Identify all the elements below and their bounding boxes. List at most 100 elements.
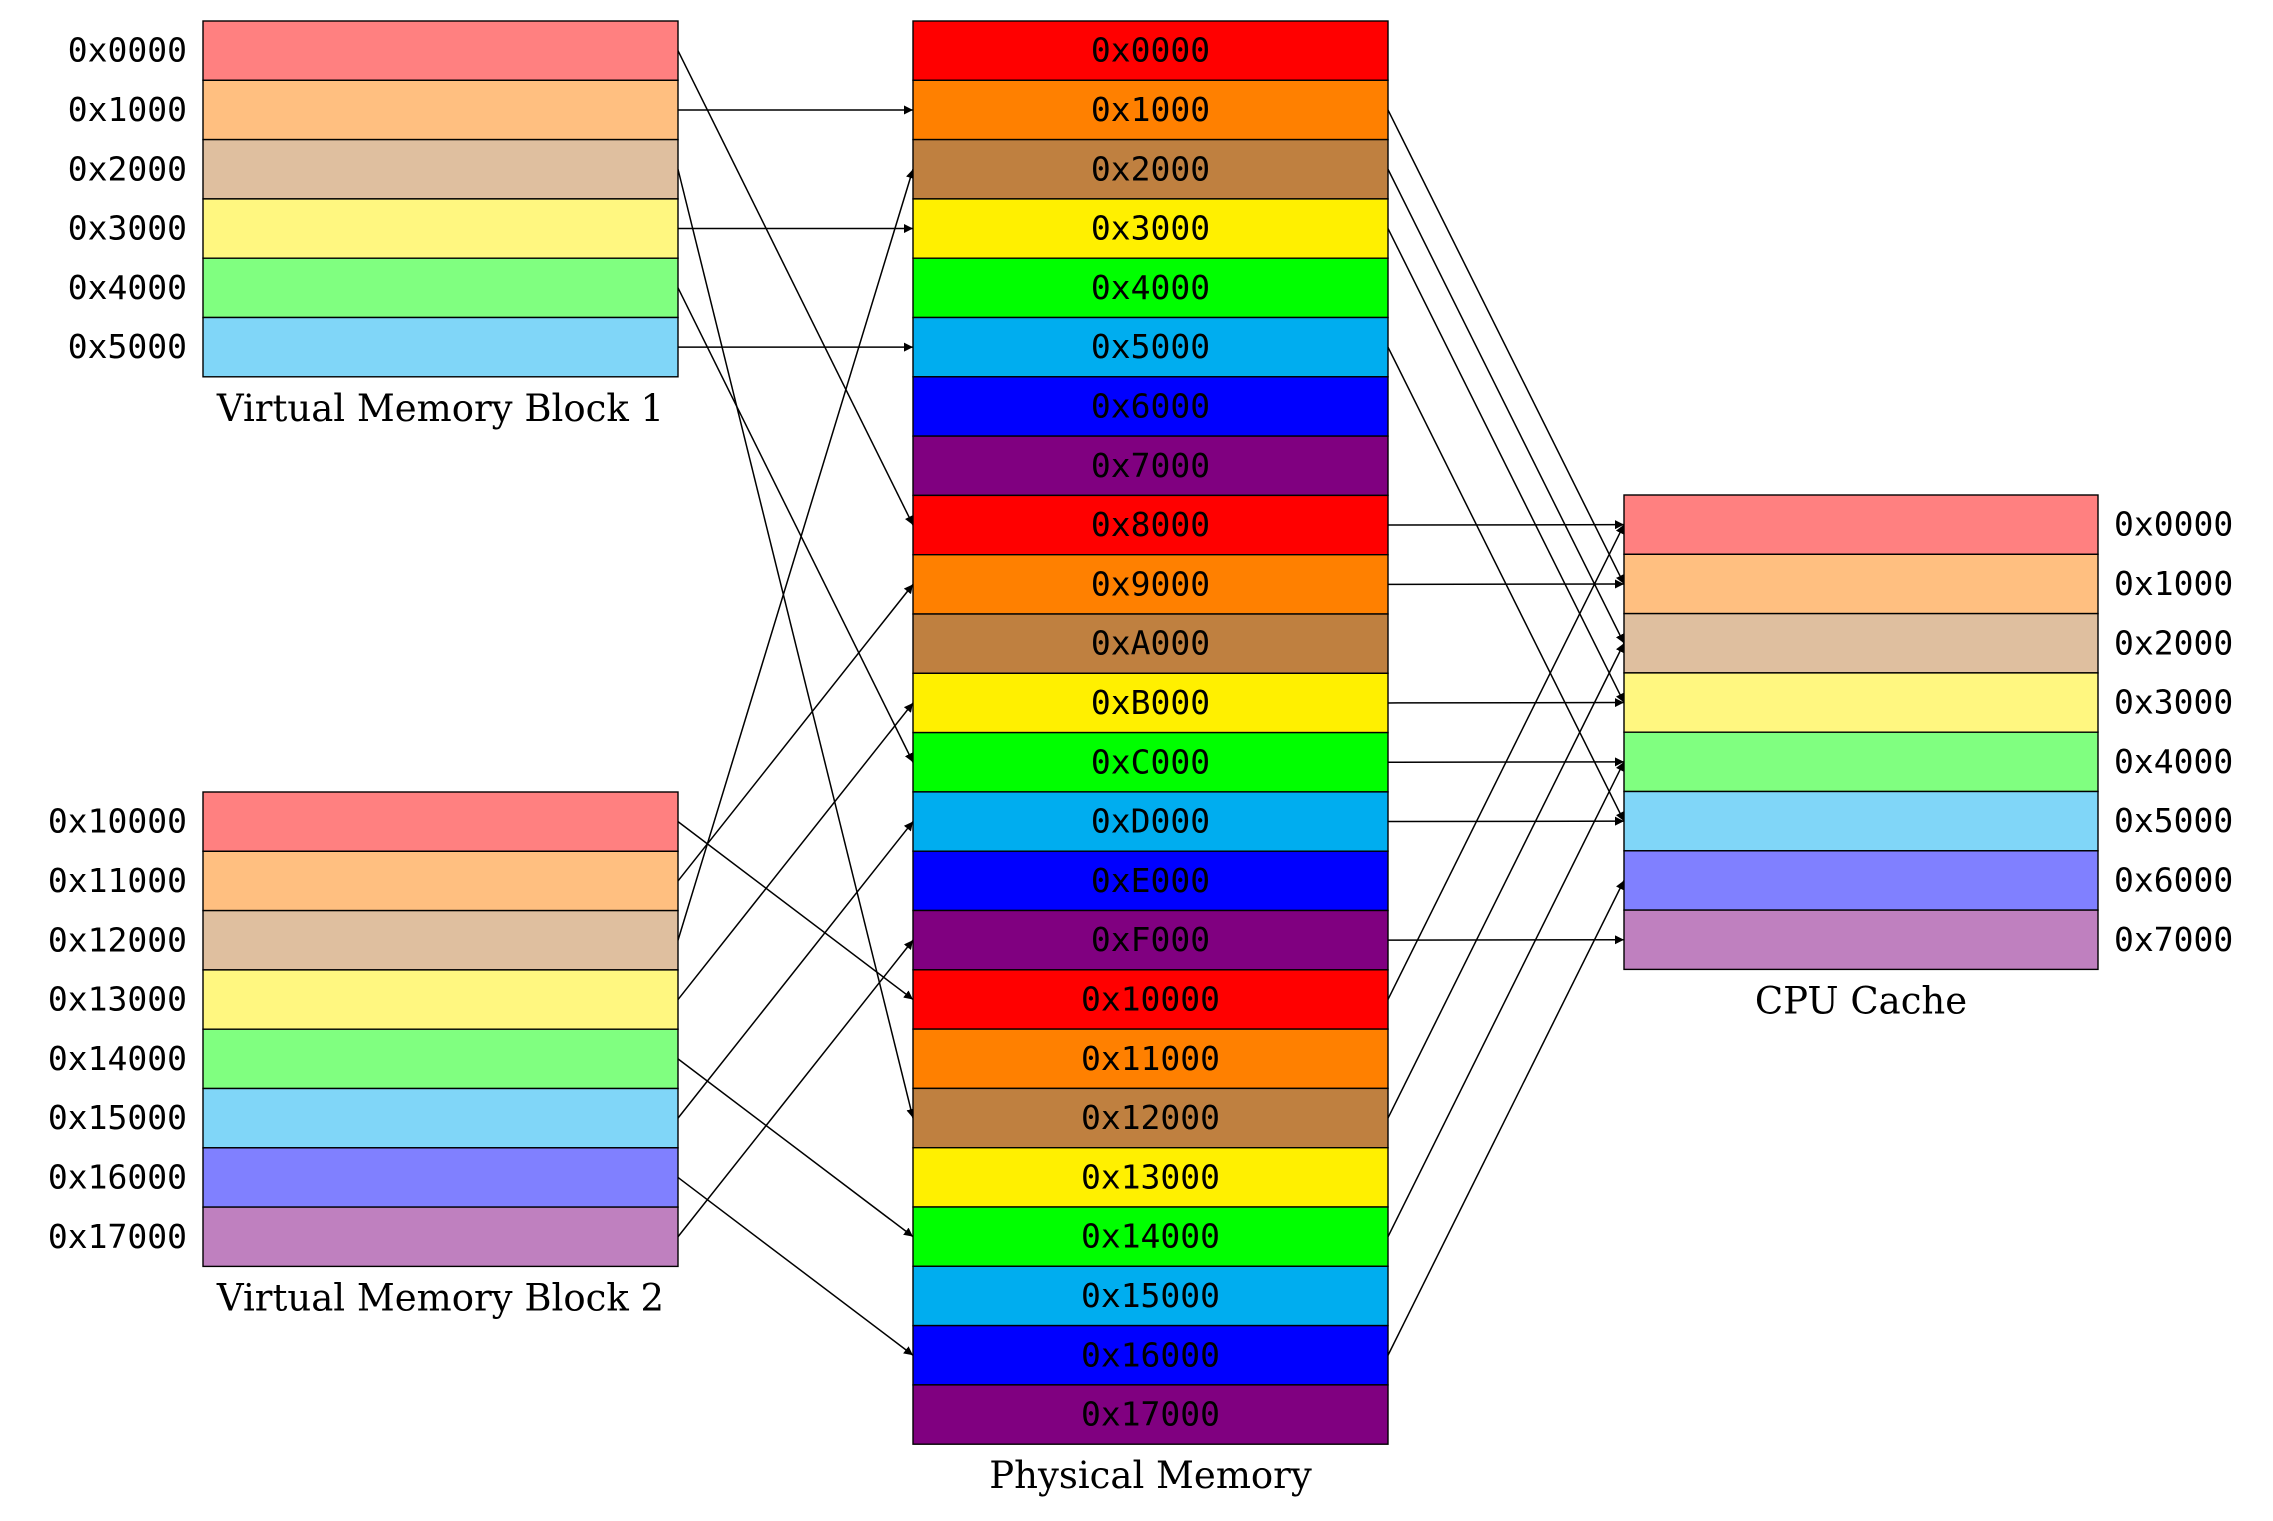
vm2-address-label: 0x11000 <box>48 861 187 900</box>
cache-block: 0x0000 0x1000 0x2000 0x3000 0x4000 0x5000 0x60… <box>1623 494 2233 1022</box>
vm1-address-label: 0x4000 <box>68 268 187 307</box>
phys-address-label: 0x16000 <box>1081 1335 1220 1374</box>
phys-address-label: 0x8000 <box>1091 505 1210 544</box>
phys-cell <box>912 198 1389 259</box>
vm2-title: Virtual Memory Block 2 <box>216 1276 664 1319</box>
mapping-arrow <box>1387 168 1625 644</box>
phys-cell <box>912 672 1389 734</box>
mapping-arrow <box>1387 642 1625 1119</box>
phys-address-label: 0x6000 <box>1091 386 1210 425</box>
mapping-arrow <box>677 169 916 1119</box>
phys-cell <box>912 376 1389 437</box>
phys-cell <box>912 1384 1389 1445</box>
vm1-address-label: 0x0000 <box>68 31 187 70</box>
vm1-cell <box>202 257 679 319</box>
phys-address-label: 0x11000 <box>1081 1039 1220 1078</box>
vm2-address-label: 0x12000 <box>48 920 187 959</box>
mapping-arrow <box>1387 524 1625 1000</box>
vm1-cell <box>202 20 679 81</box>
mapping-arrow <box>1387 761 1625 1237</box>
vm1-cell <box>202 316 679 378</box>
phys-address-label: 0xF000 <box>1091 920 1210 959</box>
phys-cell <box>912 1146 1389 1208</box>
cache-address-label: 0x2000 <box>2114 623 2233 662</box>
vm1-address-label: 0x2000 <box>68 149 187 188</box>
vm2-cell <box>202 1206 679 1268</box>
vm2-cell <box>202 850 679 912</box>
phys-address-label: 0x15000 <box>1081 1276 1220 1315</box>
phys-address-label: 0x13000 <box>1081 1157 1220 1196</box>
mapping-arrow <box>1387 880 1625 1356</box>
cache-cell <box>1623 672 2099 733</box>
phys-cell <box>912 850 1389 912</box>
vm2-address-label: 0x16000 <box>48 1157 187 1196</box>
phys-title: Physical Memory <box>989 1454 1312 1497</box>
vm2-cell <box>202 791 679 852</box>
vm1-cell <box>202 198 679 259</box>
cache-cell <box>1623 612 2099 674</box>
phys-cell <box>912 554 1389 615</box>
phys-address-label: 0x5000 <box>1091 327 1210 366</box>
phys-block: 0x0000 0x1000 0x2000 0x3000 0x4000 0x5000 0x60… <box>912 20 1389 1497</box>
mapping-arrow <box>1387 228 1625 703</box>
phys-address-label: 0x14000 <box>1081 1217 1220 1256</box>
phys-address-label: 0xE000 <box>1091 861 1210 900</box>
phys-address-label: 0x9000 <box>1091 564 1210 603</box>
mapping-arrow <box>677 1058 914 1238</box>
vm2-address-label: 0x17000 <box>48 1217 187 1256</box>
vm1-address-label: 0x1000 <box>68 90 187 129</box>
phys-address-label: 0x17000 <box>1081 1395 1220 1434</box>
phys-cell <box>912 20 1389 81</box>
cache-address-label: 0x7000 <box>2114 920 2233 959</box>
phys-address-label: 0x2000 <box>1091 149 1210 188</box>
vm1-address-label: 0x5000 <box>68 327 187 366</box>
cache-address-label: 0x4000 <box>2114 742 2233 781</box>
phys-cell <box>912 909 1389 971</box>
vm1-title: Virtual Memory Block 1 <box>216 387 664 430</box>
cache-address-label: 0x3000 <box>2114 683 2233 722</box>
phys-address-label: 0xC000 <box>1091 742 1210 781</box>
vm2-cell <box>202 1028 679 1090</box>
mapping-arrows <box>677 50 1625 1356</box>
cache-cell <box>1623 731 2099 793</box>
phys-address-label: 0x1000 <box>1091 90 1210 129</box>
vm1-block: 0x0000 0x1000 0x2000 0x3000 0x4000 0x5000 Virt… <box>68 20 679 430</box>
vm1-cell <box>202 79 679 141</box>
phys-address-label: 0x10000 <box>1081 979 1220 1018</box>
mapping-arrow <box>677 287 914 763</box>
cache-title: CPU Cache <box>1755 979 1967 1022</box>
cache-address-label: 0x5000 <box>2114 801 2233 840</box>
vm2-cell <box>202 969 679 1030</box>
phys-cell <box>912 1028 1389 1090</box>
phys-address-label: 0xB000 <box>1091 683 1210 722</box>
phys-cell <box>912 613 1389 674</box>
cache-cell <box>1623 790 2099 852</box>
vm2-block: 0x10000 0x11000 0x12000 0x13000 0x14000 0x150… <box>48 791 679 1319</box>
memory-blocks: 0x0000 0x1000 0x2000 0x3000 0x4000 0x5000 Virt… <box>48 20 2233 1497</box>
mapping-arrow <box>1387 109 1625 585</box>
cache-address-label: 0x0000 <box>2114 505 2233 544</box>
vm2-address-label: 0x10000 <box>48 802 187 841</box>
cache-cell <box>1623 553 2099 615</box>
phys-address-label: 0x0000 <box>1091 31 1210 70</box>
mapping-arrow <box>677 821 914 1119</box>
phys-address-label: 0x4000 <box>1091 268 1210 307</box>
vm1-address-label: 0x3000 <box>68 209 187 248</box>
cache-address-label: 0x6000 <box>2114 860 2233 899</box>
phys-cell <box>912 791 1389 852</box>
cache-cell <box>1623 909 2099 971</box>
phys-cell <box>912 1324 1389 1386</box>
cache-cell <box>1623 494 2099 555</box>
mapping-arrow <box>677 939 914 1238</box>
phys-cell <box>912 435 1389 497</box>
mapping-arrow <box>677 50 914 526</box>
cache-address-label: 0x1000 <box>2114 564 2233 603</box>
phys-cell <box>912 316 1389 378</box>
phys-address-label: 0x3000 <box>1091 209 1210 248</box>
vm2-address-label: 0x13000 <box>48 980 187 1019</box>
vm2-address-label: 0x15000 <box>48 1098 187 1137</box>
phys-cell <box>912 1087 1389 1149</box>
vm2-cell <box>202 909 679 971</box>
mapping-arrow <box>677 169 915 941</box>
